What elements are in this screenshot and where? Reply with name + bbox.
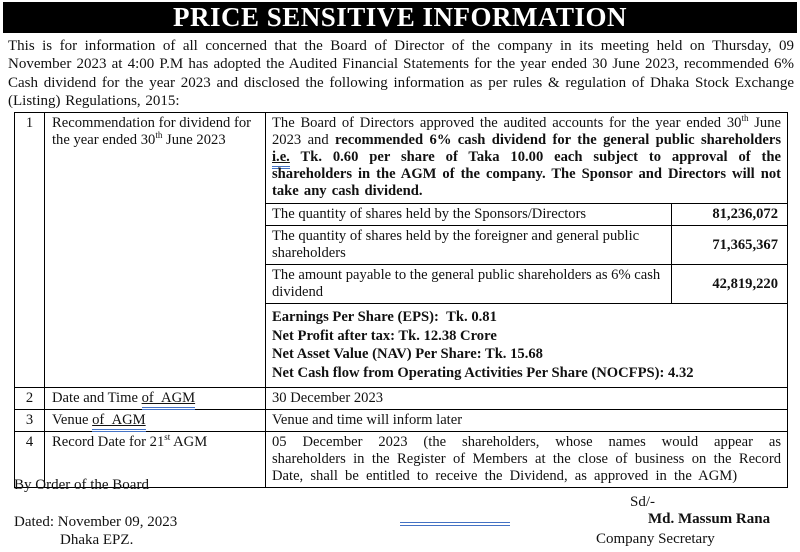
row3-label: Venue of AGM [44,409,266,433]
table-row-dividend-payable: The amount payable to the general public… [266,265,787,304]
dated-text: Dated: November 09, 2023 [14,514,178,530]
signatory-name: Md. Massum Rana [648,511,771,527]
sponsors-shares-label: The quantity of shares held by the Spons… [272,206,587,222]
table-row-3: 3 Venue of AGM Venue and time will infor… [14,409,788,433]
sponsors-shares-value: 81,236,072 [671,204,787,225]
row1-number: 1 [14,111,45,389]
record-date-value: 05 December 2023 (the shareholders, whos… [265,431,788,489]
agm-date-value: 30 December 2023 [265,387,788,411]
table-row-sponsors-shares: The quantity of shares held by the Spons… [266,204,787,226]
financial-metrics-block: Earnings Per Share (EPS): Tk. 0.81 Net P… [266,304,787,387]
public-shares-label: The quantity of shares held by the forei… [272,228,640,261]
public-shares-value: 71,365,367 [671,226,787,264]
page-title: PRICE SENSITIVE INFORMATION [172,2,628,32]
signatory-title: Company Secretary [596,531,715,547]
row2-label: Date and Time of AGM [44,387,266,411]
agm-venue-value: Venue and time will inform later [265,409,788,433]
by-order-text: By Order of the Board [14,477,149,493]
nocfps-line: Net Cash flow from Operating Activities … [272,364,694,381]
eps-line: Earnings Per Share (EPS): Tk. 0.81 [272,309,497,325]
place-text: Dhaka EPZ. [60,532,134,548]
dividend-payable-value: 42,819,220 [671,265,787,303]
table-row-public-shares: The quantity of shares held by the forei… [266,226,787,265]
table-row-1: 1 Recommendation for dividend for the ye… [14,111,788,389]
table-row-2: 2 Date and Time of AGM 30 December 2023 [14,387,788,411]
row1-content-cell: The Board of Directors approved the audi… [265,111,788,389]
row4-number: 4 [14,431,45,489]
dividend-recommendation-paragraph: The Board of Directors approved the audi… [266,113,787,204]
row2-number: 2 [14,387,45,411]
net-profit-line: Net Profit after tax: Tk. 12.38 Crore [272,327,497,344]
signature-line [400,522,510,526]
dividend-payable-label: The amount payable to the general public… [272,267,661,300]
disclosure-table: 1 Recommendation for dividend for the ye… [14,111,788,489]
row1-label: Recommendation for dividend for the year… [44,111,266,389]
intro-paragraph: This is for information of all concerned… [8,38,794,110]
row3-number: 3 [14,409,45,433]
sd-text: Sd/- [630,494,656,510]
document-title-bar: PRICE SENSITIVE INFORMATION [3,2,797,33]
table-row-4: 4 Record Date for 21st AGM 05 December 2… [14,431,788,489]
nav-line: Net Asset Value (NAV) Per Share: Tk. 15.… [272,346,543,363]
